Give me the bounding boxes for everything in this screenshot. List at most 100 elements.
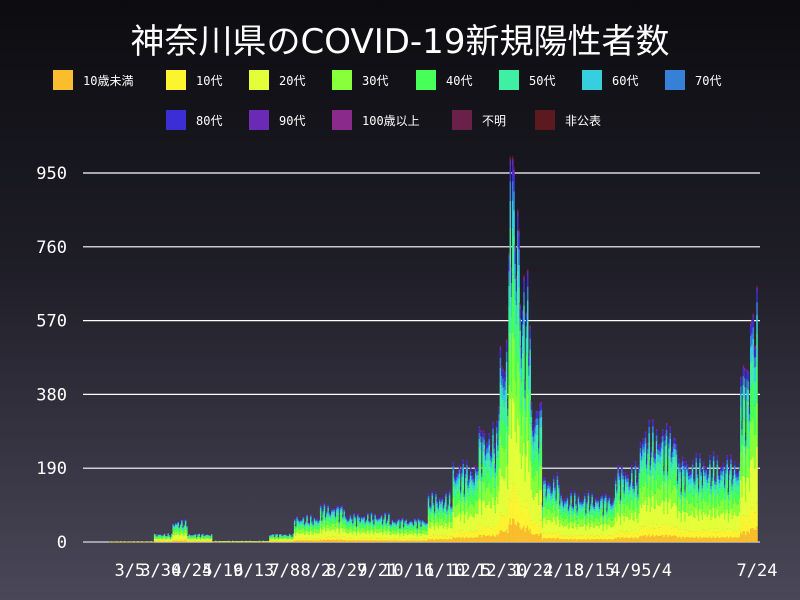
bar-segment [452, 461, 455, 463]
bar-segment [412, 529, 415, 533]
bar-segment [545, 495, 548, 499]
bar-segment [323, 526, 326, 536]
bar-segment [331, 536, 333, 540]
bar-segment [441, 501, 443, 505]
bar-segment [462, 529, 465, 537]
bar-segment [524, 379, 526, 381]
bar-segment [321, 540, 323, 542]
bar-segment [421, 521, 424, 523]
bar-segment [293, 528, 296, 534]
bar-segment [538, 526, 540, 536]
bar-segment [195, 538, 198, 540]
bar-segment [312, 534, 315, 540]
bar-segment [472, 487, 474, 496]
bar-segment [569, 506, 571, 510]
bar-segment [327, 510, 329, 516]
bar-segment [410, 540, 412, 542]
bar-segment [208, 536, 210, 538]
bar-segment [409, 520, 411, 522]
bar-segment [288, 535, 291, 538]
bar-segment [421, 519, 424, 521]
bar-segment [549, 484, 551, 487]
bar-segment [285, 540, 287, 542]
bar-segment [464, 502, 467, 515]
bar-segment [551, 521, 554, 534]
bar-segment [524, 380, 526, 384]
bar-segment [495, 433, 498, 443]
bar-segment [422, 538, 425, 541]
bar-segment [513, 210, 515, 237]
bar-segment [551, 533, 554, 539]
bar-segment [578, 499, 581, 501]
legend-swatch [582, 70, 602, 90]
bar-segment [319, 536, 322, 540]
bar-segment [484, 450, 487, 452]
bar-segment [456, 485, 458, 494]
bar-segment [365, 519, 368, 521]
bar-segment [425, 540, 427, 542]
bar-segment [314, 538, 317, 541]
bar-segment [495, 456, 498, 476]
bar-segment [343, 511, 346, 515]
bar-segment [336, 505, 338, 507]
bar-segment [561, 505, 564, 512]
bar-segment [451, 539, 453, 542]
bar-segment [466, 469, 468, 475]
bar-segment [525, 528, 528, 542]
bar-segment [300, 523, 302, 527]
bar-segment [337, 539, 339, 542]
bar-segment [529, 324, 531, 326]
bar-segment [355, 525, 358, 527]
bar-segment [189, 536, 192, 538]
bar-segment [405, 528, 408, 534]
bar-segment [576, 536, 579, 540]
bar-segment [498, 430, 500, 448]
bar-segment [336, 512, 338, 517]
bar-segment [197, 534, 199, 536]
bar-segment [490, 462, 493, 469]
bar-segment [473, 481, 476, 486]
bar-segment [474, 487, 477, 500]
bar-segment [541, 539, 544, 542]
bar-segment [371, 525, 374, 529]
bar-segment [296, 518, 298, 521]
bar-segment [296, 537, 298, 541]
bar-segment [574, 534, 576, 539]
bar-segment [186, 539, 188, 541]
bar-segment [497, 503, 499, 527]
bar-segment [380, 522, 383, 527]
bar-segment [173, 529, 176, 533]
bar-segment [528, 366, 530, 376]
bar-segment [177, 521, 179, 523]
bar-segment [286, 537, 289, 539]
bar-segment [409, 522, 411, 525]
bar-segment [358, 523, 360, 528]
bar-segment [369, 538, 372, 541]
bar-segment [467, 519, 469, 533]
bar-segment [311, 526, 313, 530]
bar-segment [183, 525, 186, 528]
bar-segment [513, 281, 515, 339]
bar-segment [389, 526, 391, 529]
bar-segment [559, 502, 561, 504]
bar-segment [308, 525, 311, 529]
bar-segment [269, 536, 271, 537]
bar-segment [189, 539, 192, 541]
bar-segment [513, 338, 515, 403]
bar-segment [360, 517, 363, 519]
bar-segment [518, 494, 520, 524]
bar-segment [498, 467, 500, 492]
bar-segment [400, 521, 403, 524]
bar-segment [381, 540, 384, 542]
bar-segment [488, 439, 491, 445]
bar-segment [417, 521, 420, 525]
bar-segment [528, 439, 530, 473]
bar-segment [471, 515, 473, 532]
bar-segment [518, 230, 520, 232]
bar-segment [414, 540, 416, 542]
bar-segment [555, 495, 557, 497]
bar-segment [560, 507, 562, 516]
bar-segment [287, 537, 290, 539]
bar-segment [447, 514, 450, 521]
bar-segment [541, 536, 544, 540]
